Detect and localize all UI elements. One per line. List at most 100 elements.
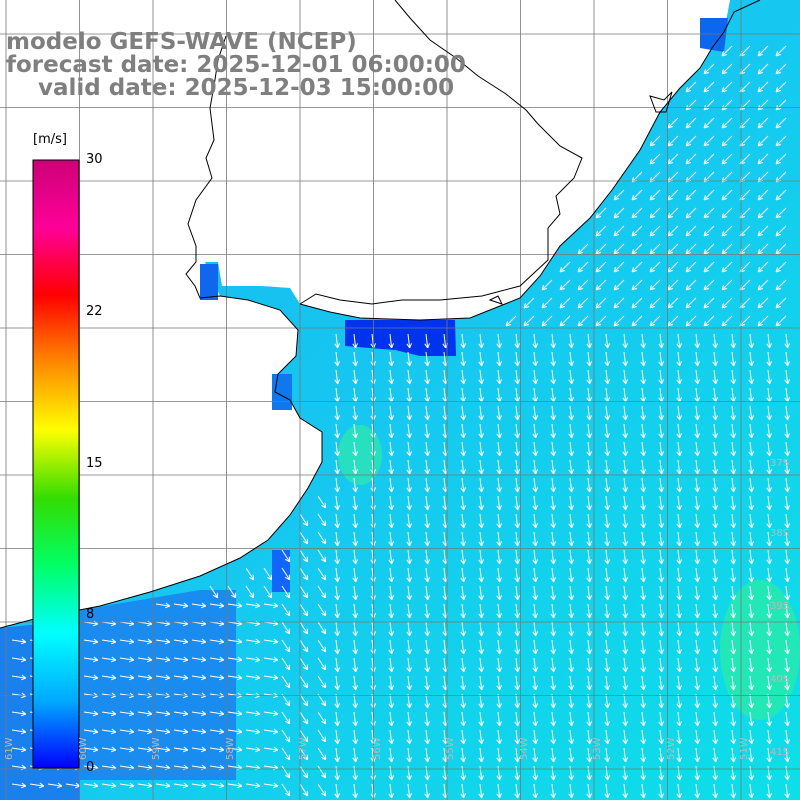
wind-arrow-head [255, 782, 261, 787]
wind-arrow-head [589, 361, 592, 367]
wind-arrow-head [406, 631, 411, 637]
wind-arrow-head [236, 749, 243, 753]
wind-arrow [461, 639, 465, 654]
wind-arrow-head [373, 469, 376, 475]
wind-arrow-head [478, 361, 483, 367]
wind-arrow [515, 657, 519, 672]
wind-arrow-head [218, 713, 225, 717]
wind-arrow [631, 207, 643, 219]
wind-arrow-head [334, 721, 339, 727]
wind-arrow-head [337, 595, 340, 601]
wind-arrow [731, 639, 735, 654]
wind-arrow [749, 351, 753, 366]
wind-arrow-head [667, 122, 670, 129]
wind-arrow-head [355, 775, 358, 781]
lon-label: 60W [78, 737, 89, 760]
wind-arrow [533, 549, 537, 564]
wind-arrow [425, 693, 429, 708]
wind-arrow-head [703, 234, 710, 237]
wind-arrow [713, 441, 717, 456]
wind-arrow-head [460, 415, 465, 421]
wind-arrow-head [721, 72, 728, 75]
wind-arrow-head [74, 785, 81, 789]
wind-arrow [613, 279, 625, 291]
wind-arrow-head [460, 739, 465, 745]
wind-arrow [569, 711, 573, 726]
wind-arrow-head [751, 379, 754, 385]
wind-arrow [721, 315, 733, 327]
wind-arrow-head [787, 667, 790, 673]
wind-arrow-head [622, 379, 627, 385]
wind-arrow [739, 279, 751, 291]
wind-arrow-head [532, 667, 537, 673]
wind-arrow-head [550, 775, 555, 781]
wind-arrow [533, 441, 537, 456]
wind-arrow-head [676, 379, 681, 385]
wind-arrow [551, 459, 555, 474]
wind-arrow-head [715, 739, 718, 745]
wind-arrow-head [679, 577, 682, 583]
wind-arrow-head [481, 469, 484, 475]
wind-arrow-head [20, 695, 27, 699]
wind-arrow-head [712, 451, 717, 457]
wind-arrow [721, 189, 733, 201]
wind-arrow [605, 747, 609, 762]
wind-arrow [623, 747, 627, 762]
wind-arrow-head [640, 685, 645, 691]
wind-arrow-head [463, 469, 466, 475]
wind-arrow [685, 81, 697, 93]
wind-arrow-head [424, 757, 429, 763]
wind-arrow-head [766, 487, 771, 493]
wind-arrow-head [661, 415, 664, 421]
wind-arrow-head [406, 505, 411, 511]
wind-arrow [209, 603, 224, 607]
wind-arrow-head [631, 324, 638, 327]
wind-arrow [461, 405, 465, 420]
wind-arrow [533, 351, 537, 366]
wind-arrow-head [649, 230, 652, 237]
wind-arrow [775, 99, 787, 111]
wind-arrow-head [751, 667, 754, 673]
wind-arrow [775, 225, 787, 237]
wind-arrow [425, 657, 429, 672]
wind-arrow [317, 531, 327, 545]
wind-arrow-head [625, 541, 628, 547]
wind-arrow-head [625, 757, 628, 763]
wind-arrow-head [607, 451, 610, 457]
wind-arrow-head [273, 638, 279, 643]
wind-arrow-head [697, 415, 700, 421]
wind-arrow-head [128, 713, 135, 717]
wind-arrow [407, 729, 411, 744]
wind-arrow [587, 621, 591, 636]
wind-arrow-head [373, 343, 376, 349]
wind-arrow-head [388, 523, 393, 529]
wind-arrow-head [775, 252, 782, 255]
wind-arrow-head [427, 541, 430, 547]
wind-arrow [479, 441, 483, 456]
wind-arrow-head [730, 595, 735, 601]
wind-arrow [227, 765, 242, 769]
wind-arrow-head [284, 792, 290, 797]
wind-arrow-head [757, 90, 764, 93]
wind-arrow-head [201, 710, 207, 715]
wind-arrow-head [496, 667, 501, 673]
wind-arrow-head [424, 505, 429, 511]
wind-arrow-head [643, 649, 646, 655]
wind-arrow-head [532, 613, 537, 619]
wind-arrow-head [679, 559, 682, 565]
wind-arrow [749, 423, 753, 438]
wind-arrow-head [200, 731, 207, 735]
wind-arrow [677, 549, 681, 564]
wind-arrow-head [595, 266, 598, 273]
wind-arrow-head [694, 559, 699, 565]
wind-arrow-head [21, 746, 27, 751]
wind-arrow [155, 747, 170, 751]
wind-arrow [569, 549, 573, 564]
wind-arrow-head [769, 631, 772, 637]
wind-arrow [497, 585, 501, 600]
wind-arrow-head [586, 361, 591, 367]
wind-arrow-head [784, 505, 789, 511]
wind-arrow [695, 513, 699, 528]
wind-arrow [605, 549, 609, 564]
wind-arrow [497, 333, 501, 348]
